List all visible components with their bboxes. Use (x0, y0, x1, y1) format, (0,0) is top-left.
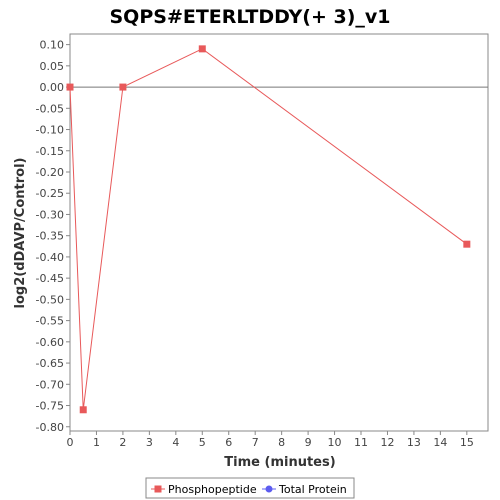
chart-title: SQPS#ETERLTDDY(+ 3)_v1 (110, 6, 391, 28)
y-tick-label: 0.00 (40, 81, 65, 94)
x-tick-label: 3 (146, 436, 153, 449)
x-tick-label: 8 (278, 436, 285, 449)
legend-box (145, 477, 355, 499)
y-axis: 0.10 0.05 0.00 -0.05 -0.10 -0.15 -0.20 -0.25 -0.… (36, 39, 70, 434)
x-tick-label: 6 (225, 436, 232, 449)
y-tick-label: 0.05 (40, 60, 65, 73)
y-tick-label: 0.10 (40, 39, 65, 52)
y-axis-label: log2(dDAVP/Control) (13, 158, 28, 309)
y-tick-label: -0.20 (36, 166, 64, 179)
y-tick-label: -0.35 (36, 230, 64, 243)
y-tick-label: -0.10 (36, 124, 64, 137)
x-tick-label: 9 (305, 436, 312, 449)
y-tick-label: -0.40 (36, 251, 64, 264)
legend-label: Phosphopeptide (168, 483, 257, 496)
legend-marker (265, 485, 273, 493)
y-tick-label: -0.45 (36, 272, 64, 285)
data-point (66, 83, 74, 91)
x-tick-label: 15 (460, 436, 474, 449)
x-tick-label: 10 (328, 436, 342, 449)
x-tick-label: 11 (354, 436, 368, 449)
x-axis: 0 1 2 3 4 5 6 7 8 9 10 11 12 13 14 15 (67, 431, 474, 449)
y-tick-label: -0.80 (36, 421, 64, 434)
data-point (119, 83, 127, 91)
y-tick-label: -0.15 (36, 145, 64, 158)
y-tick-label: -0.50 (36, 293, 64, 306)
x-tick-label: 13 (407, 436, 421, 449)
x-tick-label: 1 (93, 436, 100, 449)
data-point (198, 45, 206, 53)
y-tick-label: -0.60 (36, 336, 64, 349)
y-tick-label: -0.55 (36, 315, 64, 328)
y-tick-label: -0.75 (36, 400, 64, 413)
x-tick-label: 4 (172, 436, 179, 449)
y-tick-label: -0.30 (36, 208, 64, 221)
legend: Phosphopeptide Total Protein (145, 477, 355, 499)
x-tick-label: 7 (252, 436, 259, 449)
x-tick-label: 5 (199, 436, 206, 449)
y-tick-label: -0.65 (36, 357, 64, 370)
series-layer (66, 45, 471, 414)
x-tick-label: 0 (67, 436, 74, 449)
legend-marker (154, 485, 162, 493)
x-tick-label: 2 (119, 436, 126, 449)
plot-area (69, 33, 489, 432)
y-tick-label: -0.05 (36, 102, 64, 115)
x-tick-label: 12 (380, 436, 394, 449)
x-tick-label: 14 (433, 436, 447, 449)
y-tick-label: -0.25 (36, 187, 64, 200)
data-point (79, 406, 87, 414)
legend-label: Total Protein (278, 483, 347, 496)
x-axis-label: Time (minutes) (224, 455, 335, 470)
y-tick-label: -0.70 (36, 378, 64, 391)
data-point (463, 240, 471, 248)
